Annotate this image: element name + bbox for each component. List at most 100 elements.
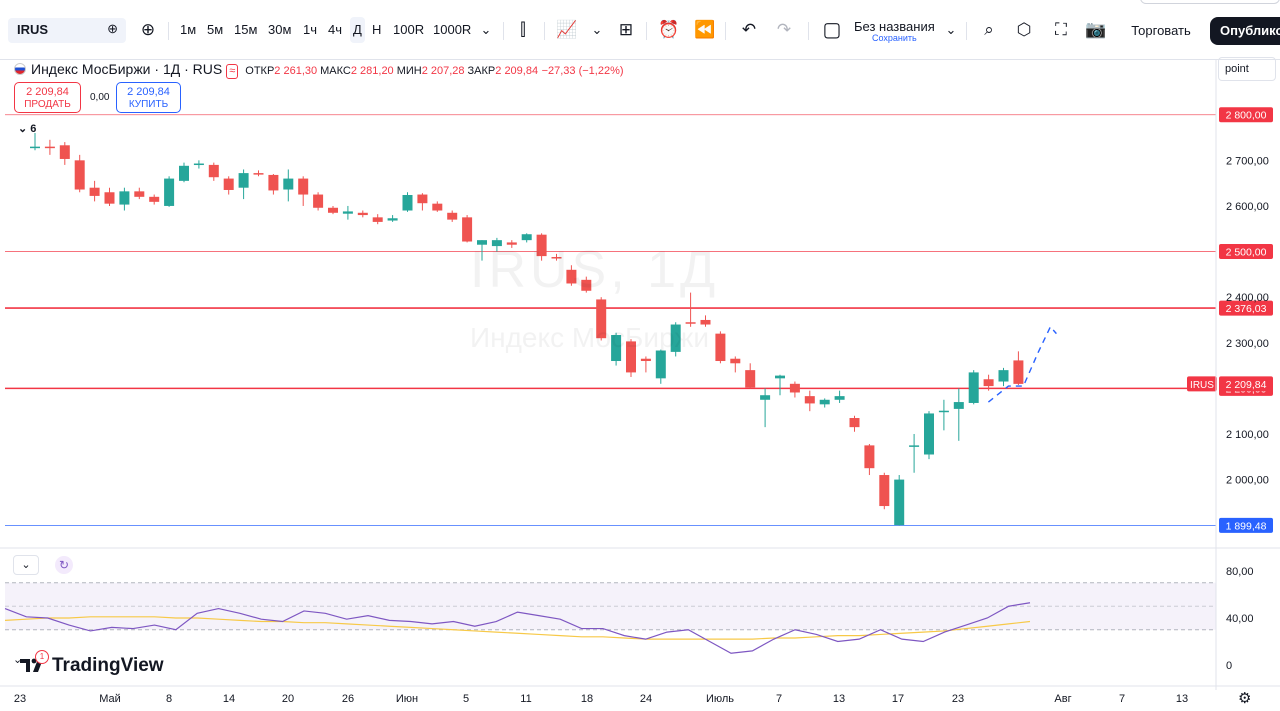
- candle-body: [998, 370, 1009, 382]
- interval-15m[interactable]: 15м: [234, 22, 258, 37]
- fullscreen-icon[interactable]: ⛶: [1055, 20, 1067, 39]
- time-axis-label: 23: [952, 693, 964, 705]
- forecast-drawing[interactable]: [987, 325, 1057, 403]
- candle-body: [417, 194, 428, 204]
- interval-30m[interactable]: 30м: [268, 22, 292, 37]
- chevron-down-icon[interactable]: ⌄: [591, 22, 603, 37]
- candle-body: [477, 240, 487, 245]
- candle-body: [1013, 360, 1024, 384]
- level-price-label-bg: [1219, 107, 1273, 123]
- layout-icon[interactable]: ▢: [822, 19, 842, 41]
- templates-icon[interactable]: ⊞: [618, 20, 634, 39]
- buy-button[interactable]: 2 209,84 КУПИТЬ: [116, 82, 181, 113]
- settings-icon[interactable]: ⚙: [1238, 690, 1252, 707]
- refresh-icon[interactable]: ↻: [55, 556, 73, 574]
- forecast-path: [987, 325, 1057, 403]
- symbol-legend: Индекс МосБиржи · 1Д · RUS ≈ ОТКР2 261,30 М…: [14, 61, 624, 79]
- candle-body: [149, 196, 160, 202]
- candle-body: [491, 240, 502, 247]
- quick-search-icon[interactable]: ⌕: [984, 20, 994, 39]
- sell-label: ПРОДАТЬ: [24, 99, 71, 110]
- separator: [544, 22, 545, 40]
- tradingview-logo[interactable]: TradingView: [52, 655, 164, 676]
- time-axis-label: 14: [223, 693, 235, 705]
- publish-button[interactable]: Опублико: [1210, 17, 1280, 45]
- time-axis-label: 13: [1176, 693, 1188, 705]
- interval-4h[interactable]: 4ч: [328, 22, 343, 37]
- candle-body: [864, 445, 875, 469]
- buy-price: 2 209,84: [127, 86, 170, 98]
- chevron-down-icon[interactable]: ⌄: [945, 22, 957, 37]
- interval-5m[interactable]: 5м: [207, 22, 224, 37]
- time-axis-label: 20: [282, 693, 294, 705]
- candle-body: [536, 234, 547, 257]
- collapse-icon[interactable]: ⌄: [13, 654, 23, 666]
- level-price-label-bg: [1219, 244, 1273, 260]
- separator: [646, 22, 647, 40]
- candles-icon[interactable]: ⫿: [520, 20, 526, 39]
- indicators-toggle[interactable]: ⌄ 6: [18, 123, 37, 135]
- time-axis-label: 13: [833, 693, 845, 705]
- add-symbol-icon[interactable]: ⊕: [140, 20, 156, 39]
- time-axis-label: 11: [520, 693, 531, 705]
- candle-body: [953, 402, 964, 409]
- level-price-label: 2 500,00: [1226, 247, 1267, 259]
- level-price-label-bg: [1219, 300, 1273, 316]
- redo-icon[interactable]: ↷: [776, 20, 792, 39]
- separator: [168, 22, 169, 40]
- replay-icon[interactable]: ⏪: [694, 20, 716, 39]
- candle-body: [700, 319, 711, 325]
- candle-body: [655, 350, 666, 379]
- settings-hex-icon[interactable]: ⬡: [1016, 20, 1032, 39]
- indicators-icon[interactable]: 📈: [556, 20, 578, 39]
- undo-icon[interactable]: ↶: [741, 20, 757, 39]
- interval-100r[interactable]: 100R: [393, 22, 425, 37]
- candle-body: [283, 178, 294, 190]
- candle-body: [119, 191, 130, 205]
- alert-icon[interactable]: ⏰: [658, 20, 680, 39]
- candle-body: [804, 396, 815, 404]
- horizontal-levels[interactable]: 2 800,002 500,002 376,032 200,001 899,48…: [5, 107, 1273, 533]
- legend-title[interactable]: Индекс МосБиржи · 1Д · RUS: [31, 61, 223, 77]
- candle-body: [223, 178, 234, 190]
- candle-body: [685, 322, 696, 324]
- candle-body: [611, 335, 622, 362]
- sell-button[interactable]: 2 209,84 ПРОДАТЬ: [14, 82, 81, 113]
- candle-body: [834, 396, 845, 400]
- camera-icon[interactable]: 📷: [1085, 20, 1107, 39]
- level-price-label: 1 899,48: [1226, 520, 1267, 532]
- symbol-search[interactable]: IRUS ⊕: [8, 18, 126, 43]
- candle-body: [506, 242, 517, 245]
- time-axis-label: 18: [581, 693, 593, 705]
- interval-1m[interactable]: 1м: [180, 22, 197, 37]
- watermark-name: Индекс МосБиржи: [470, 322, 710, 353]
- candle-body: [193, 163, 204, 166]
- candle-body: [30, 146, 40, 149]
- watermark-symbol: IRUS, 1Д: [470, 241, 720, 299]
- candle-body: [819, 399, 830, 405]
- interval-day[interactable]: Д: [350, 17, 365, 43]
- interval-1h[interactable]: 1ч: [303, 22, 318, 37]
- candle-body: [879, 475, 890, 507]
- symbol-status-icon[interactable]: ≈: [226, 64, 239, 79]
- russia-flag-icon: [14, 63, 26, 75]
- trade-button[interactable]: Торговать: [1131, 23, 1191, 38]
- symbol-menu-icon[interactable]: ⊕: [107, 21, 118, 36]
- low-value: 2 207,28: [421, 65, 465, 77]
- candlestick-series: [30, 132, 1024, 526]
- interval-1000r[interactable]: 1000R: [433, 22, 472, 37]
- layout-name[interactable]: Без названия: [854, 19, 935, 34]
- layout-save-link[interactable]: Сохранить: [872, 33, 917, 43]
- candle-body: [179, 165, 189, 181]
- rsi-line: [4, 602, 1031, 654]
- chevron-down-icon[interactable]: ⌄: [13, 555, 39, 575]
- top-toolbar: IRUS ⊕ ⊕ 1м 5м 15м 30м 1ч 4ч Д Н 100R 10…: [0, 0, 1280, 60]
- search-field-edge[interactable]: [1140, 0, 1280, 4]
- price-scale-mode[interactable]: point: [1218, 57, 1276, 81]
- rsi-ma-line: [4, 616, 1031, 640]
- candle-body: [670, 324, 681, 352]
- interval-week[interactable]: Н: [372, 22, 382, 37]
- current-symbol-label-bg: [1187, 376, 1217, 392]
- chevron-down-icon[interactable]: ⌄: [480, 22, 492, 37]
